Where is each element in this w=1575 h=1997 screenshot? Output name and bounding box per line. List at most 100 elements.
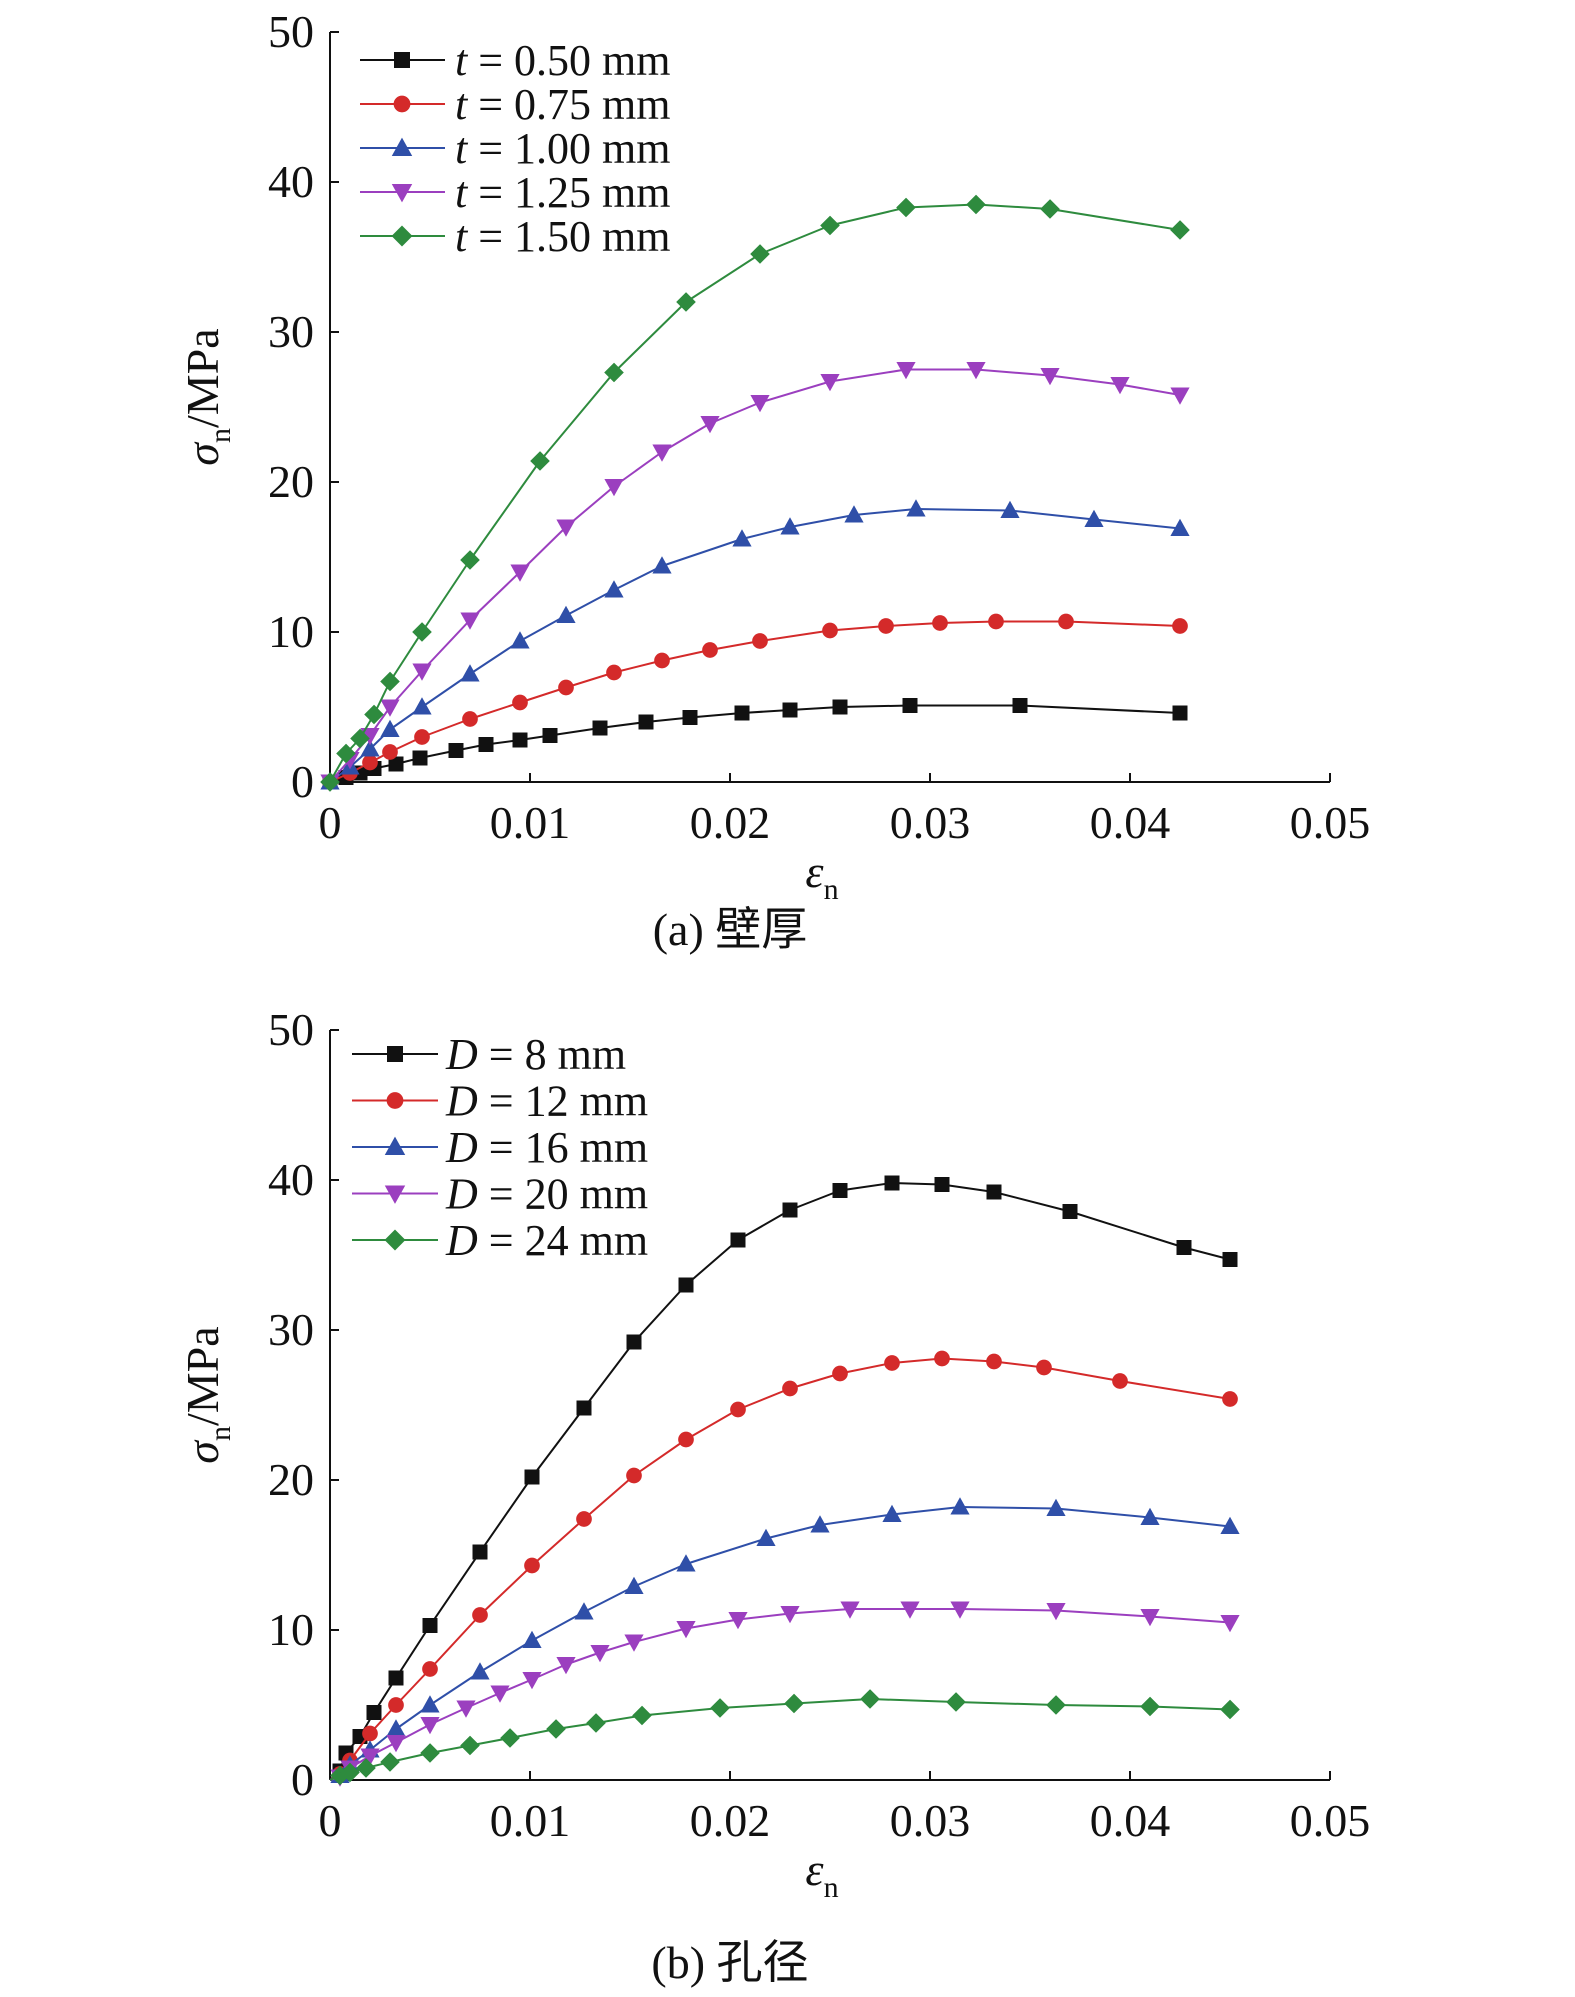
legend-label-value: = 1.50 mm — [467, 212, 670, 261]
legend-label-value: = 24 mm — [478, 1216, 648, 1265]
data-point — [606, 664, 622, 681]
data-point — [832, 699, 848, 715]
data-point — [728, 1612, 748, 1630]
data-point — [512, 694, 528, 711]
data-point — [638, 714, 654, 730]
data-point — [1222, 1252, 1238, 1267]
legend-label-variable: D — [445, 1030, 478, 1079]
data-point — [626, 1467, 642, 1484]
legend-label-value: = 0.75 mm — [467, 80, 670, 129]
data-point — [782, 1380, 798, 1397]
data-point — [362, 1725, 378, 1742]
data-point — [844, 505, 864, 523]
figure-caption: (b) 孔径 — [651, 1937, 808, 1988]
legend-label: t = 0.75 mm — [455, 80, 671, 129]
legend-entry: t = 1.00 mm — [360, 124, 671, 173]
y-tick-label: 20 — [268, 1454, 314, 1505]
data-point — [676, 292, 696, 312]
data-point — [1222, 1391, 1238, 1407]
data-point — [590, 1645, 610, 1663]
x-tick-label: 0.03 — [890, 797, 971, 848]
data-point — [932, 615, 948, 631]
data-point — [934, 1350, 950, 1367]
legend-marker — [386, 1092, 404, 1109]
data-point — [524, 1469, 540, 1485]
data-point — [1040, 199, 1060, 219]
y-axis-title-symbol: σ — [177, 441, 228, 466]
data-point — [460, 1735, 480, 1756]
data-point — [632, 1705, 652, 1726]
legend-label-variable: t — [455, 124, 469, 173]
data-point — [490, 1685, 510, 1703]
x-axis-title-symbol: ε — [805, 846, 824, 897]
data-point — [946, 1692, 966, 1712]
data-point — [362, 754, 378, 771]
data-point — [1172, 705, 1188, 721]
legend-label-value: = 0.50 mm — [467, 36, 670, 85]
legend-label-variable: D — [445, 1216, 478, 1265]
legend-label-variable: t — [455, 168, 469, 217]
legend-marker — [387, 1046, 403, 1062]
data-point — [422, 1661, 438, 1677]
data-point — [1170, 518, 1190, 536]
data-point — [624, 1576, 644, 1594]
legend-marker — [391, 137, 413, 156]
x-tick-label: 0.03 — [890, 1795, 971, 1846]
data-point — [420, 1695, 440, 1713]
data-point — [380, 719, 400, 737]
data-point — [380, 1752, 400, 1772]
data-point — [1046, 1695, 1066, 1715]
y-tick-label: 0 — [291, 756, 314, 807]
legend-label: D = 20 mm — [445, 1170, 648, 1219]
legend-marker — [384, 1229, 406, 1251]
data-point — [840, 1601, 860, 1619]
data-point — [882, 1504, 902, 1522]
series-2 — [322, 613, 1188, 790]
y-axis-title-subscript: n — [204, 1426, 237, 1441]
data-point — [702, 642, 718, 658]
data-point — [510, 631, 530, 649]
series-5 — [329, 1689, 1240, 1786]
x-tick-label: 0.04 — [1090, 797, 1171, 848]
legend-entry: D = 12 mm — [352, 1077, 648, 1126]
series-1 — [329, 1175, 1238, 1781]
x-tick-label: 0.01 — [490, 797, 571, 848]
legend-label: D = 24 mm — [445, 1216, 648, 1265]
x-tick-label: 0.05 — [1290, 797, 1371, 848]
data-point — [448, 743, 464, 758]
legend-label: D = 8 mm — [445, 1030, 626, 1079]
data-point — [340, 1762, 360, 1783]
data-point — [1046, 1603, 1066, 1621]
series-1 — [322, 698, 1188, 790]
data-point — [784, 1693, 804, 1714]
legend-entry: D = 24 mm — [352, 1216, 648, 1265]
data-point — [556, 1657, 576, 1675]
y-tick-label: 50 — [268, 6, 314, 57]
data-point — [350, 728, 370, 749]
data-point — [576, 1511, 592, 1527]
legend-label: t = 1.50 mm — [455, 212, 671, 261]
legend-label: D = 16 mm — [445, 1123, 648, 1172]
data-point — [756, 1528, 776, 1546]
data-point — [678, 1431, 694, 1448]
data-point — [556, 605, 576, 623]
data-point — [414, 729, 430, 745]
data-point — [420, 1743, 440, 1763]
data-point — [366, 1705, 382, 1720]
series-4 — [329, 1601, 1240, 1787]
data-point — [460, 612, 480, 630]
data-point — [336, 743, 356, 764]
legend-label-value: = 1.00 mm — [467, 124, 670, 173]
data-point — [652, 556, 672, 574]
data-point — [500, 1728, 520, 1748]
data-point — [604, 479, 624, 497]
x-tick-label: 0.02 — [690, 1795, 771, 1846]
x-tick-label: 0 — [319, 797, 342, 848]
data-point — [1040, 368, 1060, 386]
y-axis-title-unit: /MPa — [177, 1326, 228, 1426]
legend-label-variable: t — [455, 80, 469, 129]
data-point — [624, 1634, 644, 1652]
data-point — [420, 1717, 440, 1735]
y-tick-label: 10 — [268, 606, 314, 657]
